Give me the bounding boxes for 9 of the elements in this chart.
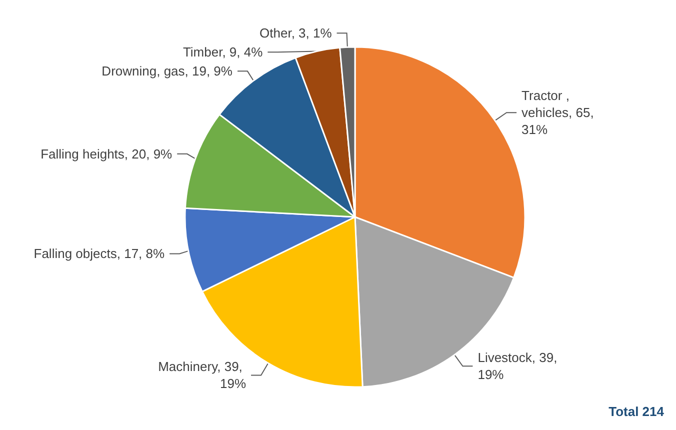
slice-label: Falling objects, 17, 8% [34, 246, 165, 262]
text: Total 214 [608, 404, 665, 419]
slice-label: Machinery, 39, 19% [158, 359, 246, 392]
slice-label: Falling heights, 20, 9% [40, 146, 173, 162]
slice-label: Tractor , vehicles, 65, 31% [522, 88, 598, 138]
slice-label: Other, 3, 1% [260, 26, 332, 41]
slice-label: Timber, 9, 4% [182, 44, 264, 60]
slice-label: Livestock, 39, 19% [478, 350, 561, 382]
slice-label: Drowning, gas, 19, 9% [102, 64, 233, 79]
